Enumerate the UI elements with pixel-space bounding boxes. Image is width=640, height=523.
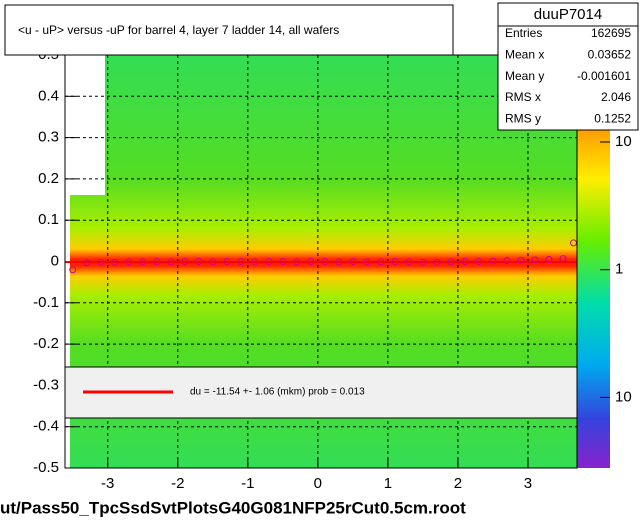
stats-title: duuP7014 xyxy=(534,6,602,23)
sparse-corner xyxy=(65,55,105,195)
profile-point xyxy=(111,258,119,266)
profile-point xyxy=(419,258,427,266)
legend-text: du = -11.54 +- 1.06 (mkm) prob = 0.013 xyxy=(190,387,365,398)
y-tick-label: 0.3 xyxy=(38,129,59,146)
y-tick-label: 0.4 xyxy=(38,87,59,104)
profile-point xyxy=(363,258,371,266)
y-tick-label: -0.5 xyxy=(33,459,59,476)
profile-point xyxy=(559,255,567,263)
stat-value: 162695 xyxy=(591,26,631,40)
profile-point xyxy=(405,258,413,266)
y-tick-label: 0.2 xyxy=(38,170,59,187)
profile-point xyxy=(97,258,105,266)
y-tick-label: 0.1 xyxy=(38,211,59,228)
profile-point xyxy=(433,258,441,266)
profile-point xyxy=(475,258,483,265)
y-tick-label: -0.2 xyxy=(33,335,59,352)
stat-value: 0.03652 xyxy=(588,47,632,61)
x-tick-label: 0 xyxy=(314,475,322,492)
profile-point xyxy=(153,258,161,265)
profile-point xyxy=(307,258,315,265)
profile-point xyxy=(293,258,301,266)
profile-point xyxy=(237,258,245,265)
profile-point xyxy=(545,255,553,263)
profile-point xyxy=(377,258,385,266)
y-tick-label: -0.3 xyxy=(33,376,59,393)
profile-point xyxy=(391,258,399,265)
stat-label: Mean y xyxy=(505,69,544,83)
stat-value: 2.046 xyxy=(601,90,631,104)
profile-point xyxy=(321,258,329,265)
stat-label: RMS x xyxy=(505,90,541,104)
profile-point xyxy=(569,239,577,247)
title-box xyxy=(4,4,454,56)
profile-point xyxy=(139,258,147,266)
y-tick-label: -0.4 xyxy=(33,418,59,435)
z-tick-label: 10 xyxy=(615,388,632,405)
profile-point xyxy=(195,258,203,265)
profile-point xyxy=(223,258,231,265)
x-tick-label: 3 xyxy=(524,475,532,492)
stats-box xyxy=(497,2,639,131)
profile-point xyxy=(489,257,497,265)
profile-point xyxy=(517,256,525,264)
profile-point xyxy=(503,257,511,265)
x-tick-label: -3 xyxy=(101,475,114,492)
profile-point xyxy=(349,258,357,265)
x-tick-label: 2 xyxy=(454,475,462,492)
stat-value: -0.001601 xyxy=(577,69,631,83)
profile-point xyxy=(69,266,77,274)
profile-point xyxy=(181,258,189,265)
profile-point xyxy=(461,258,469,265)
y-tick-label: -0.1 xyxy=(33,294,59,311)
profile-point xyxy=(335,258,343,266)
stat-label: RMS y xyxy=(505,111,541,125)
profile-point xyxy=(251,258,259,266)
profile-point xyxy=(265,258,273,265)
x-tick-label: 1 xyxy=(384,475,392,492)
footer: ut/Pass50_TpcSsdSvtPlotsG40G081NFP25rCut… xyxy=(0,498,466,517)
stat-label: Entries xyxy=(505,26,542,40)
profile-point xyxy=(209,258,217,266)
y-tick-label: 0 xyxy=(51,252,59,269)
profile-point xyxy=(83,259,91,267)
chart-title: <u - uP> versus -uP for barrel 4, layer … xyxy=(18,23,339,37)
profile-point xyxy=(447,258,455,266)
x-tick-label: -1 xyxy=(241,475,254,492)
stat-label: Mean x xyxy=(505,47,544,61)
x-tick-label: -2 xyxy=(171,475,184,492)
stat-value: 0.1252 xyxy=(594,111,631,125)
profile-point xyxy=(531,256,539,264)
profile-point xyxy=(279,258,287,265)
profile-point xyxy=(125,258,133,266)
z-tick-label: 10 xyxy=(615,133,632,150)
profile-point xyxy=(167,258,175,266)
z-tick-label: 1 xyxy=(615,261,623,278)
